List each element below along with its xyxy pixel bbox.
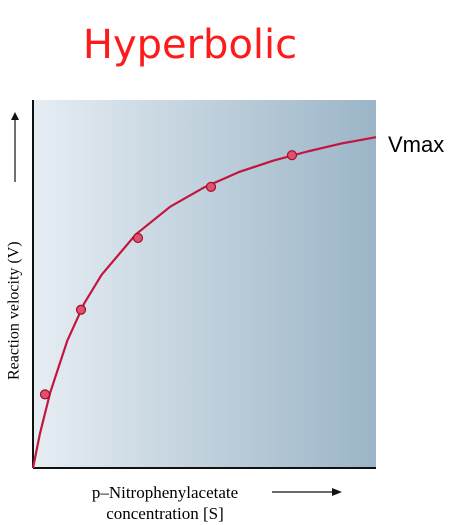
annotation: Vmax (388, 132, 444, 157)
data-point (75, 304, 87, 315)
data-point (39, 389, 51, 400)
data-point (205, 181, 217, 192)
x-axis-label: p–Nitrophenylacetate (92, 483, 238, 502)
chart-title: Hyperbolic (83, 22, 297, 68)
data-point (286, 150, 298, 161)
data-point (132, 232, 144, 244)
x-axis-label: concentration [S] (106, 504, 224, 523)
x-arrowhead (332, 488, 342, 496)
y-axis-label: Reaction velocity (V) (6, 241, 23, 380)
y-arrowhead (11, 112, 19, 120)
plot-area (33, 100, 376, 468)
curve (31, 136, 377, 469)
